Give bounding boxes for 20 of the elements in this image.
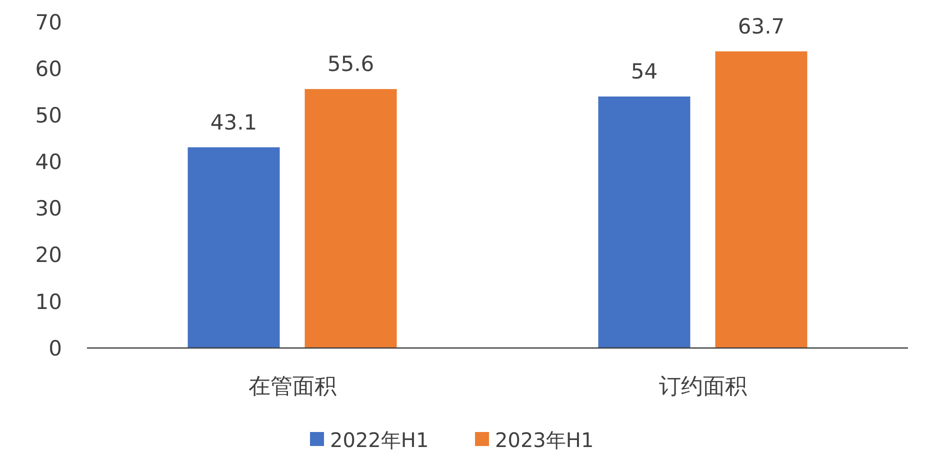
y-tick-label: 70 [35,10,62,34]
y-tick-label: 50 [35,103,62,128]
bar [188,147,280,348]
y-tick-label: 0 [48,336,62,360]
data-label: 43.1 [210,110,258,134]
data-label: 54 [630,60,658,84]
data-label: 63.7 [738,14,785,38]
legend-label: 2022年H1 [330,428,429,452]
x-tick-label: 订约面积 [658,374,747,400]
x-tick-label: 在管面积 [248,374,336,400]
y-tick-label: 40 [35,150,62,174]
bar [598,96,690,348]
bar [715,51,808,348]
bar [304,89,397,348]
legend-label: 2023年H1 [495,428,594,452]
data-label: 55.6 [327,52,374,76]
y-tick-label: 30 [35,196,62,221]
y-tick-label: 60 [35,56,62,81]
y-tick-label: 10 [35,290,62,314]
y-tick-label: 20 [35,243,62,268]
